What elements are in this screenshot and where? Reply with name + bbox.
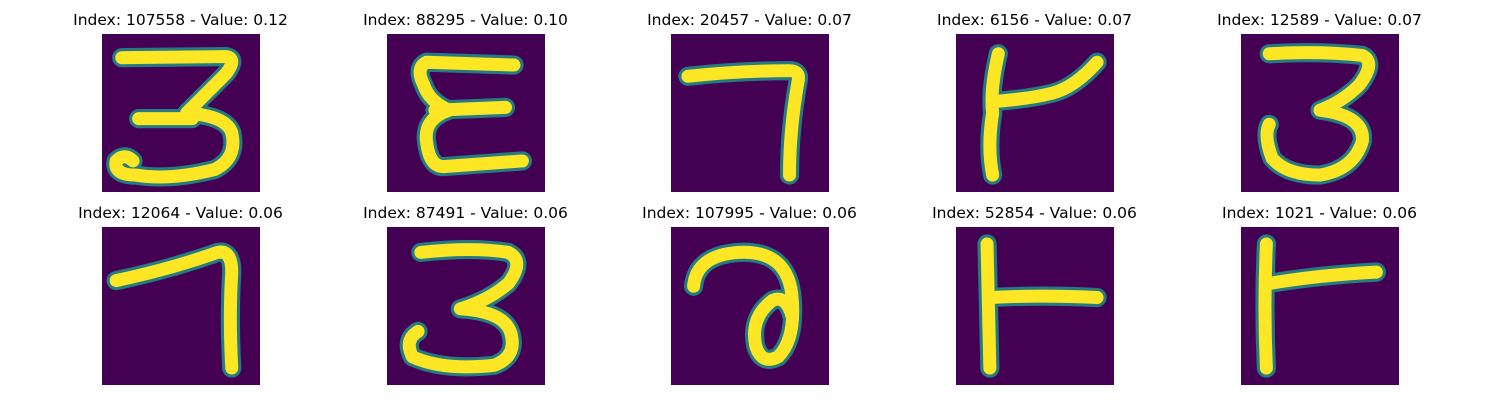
a-glyph — [683, 242, 803, 369]
digit-panel: Index: 107995 - Value: 0.06 — [607, 193, 892, 385]
panel-title: Index: 12589 - Value: 0.07 — [1217, 11, 1422, 29]
image-background — [671, 34, 829, 192]
panel-title: Index: 6156 - Value: 0.07 — [937, 11, 1132, 29]
digit-image — [671, 227, 829, 385]
digit-image — [387, 34, 545, 192]
t-glyph — [1255, 234, 1387, 378]
k-glyph — [980, 44, 1107, 185]
panel-title: Index: 12064 - Value: 0.06 — [78, 204, 283, 222]
digit-panel: Index: 12589 - Value: 0.07 — [1177, 0, 1462, 192]
digit-image — [1241, 34, 1399, 192]
digit-panel: Index: 1021 - Value: 0.06 — [1177, 193, 1462, 385]
digit-panel: Index: 87491 - Value: 0.06 — [323, 193, 608, 385]
epsilon-glyph — [410, 52, 533, 177]
panel-title: Index: 1021 - Value: 0.06 — [1222, 204, 1417, 222]
digit-image — [1241, 227, 1399, 385]
digit-panel: Index: 52854 - Value: 0.06 — [892, 193, 1177, 385]
digit-panel: Index: 6156 - Value: 0.07 — [892, 0, 1177, 192]
three-glyph — [106, 46, 243, 187]
digit-panel: Index: 88295 - Value: 0.10 — [323, 0, 608, 192]
t-glyph — [977, 234, 1107, 378]
digit-image — [387, 227, 545, 385]
panel-title: Index: 88295 - Value: 0.10 — [363, 11, 568, 29]
digit-panel: Index: 12064 - Value: 0.06 — [38, 193, 323, 385]
panel-title: Index: 20457 - Value: 0.07 — [647, 11, 852, 29]
digit-image — [956, 227, 1114, 385]
panel-title: Index: 107995 - Value: 0.06 — [642, 204, 857, 222]
digit-panel: Index: 20457 - Value: 0.07 — [607, 0, 892, 192]
seven-glyph — [678, 61, 809, 185]
digit-image — [102, 227, 260, 385]
panel-title: Index: 87491 - Value: 0.06 — [363, 204, 568, 222]
digit-panel: Index: 107558 - Value: 0.12 — [38, 0, 323, 192]
three-glyph — [1257, 43, 1379, 185]
digit-image — [102, 34, 260, 192]
digit-image — [671, 34, 829, 192]
seven-glyph — [106, 242, 242, 378]
digit-image — [956, 34, 1114, 192]
three-glyph — [399, 239, 527, 377]
panel-title: Index: 52854 - Value: 0.06 — [932, 204, 1137, 222]
panel-title: Index: 107558 - Value: 0.12 — [73, 11, 288, 29]
